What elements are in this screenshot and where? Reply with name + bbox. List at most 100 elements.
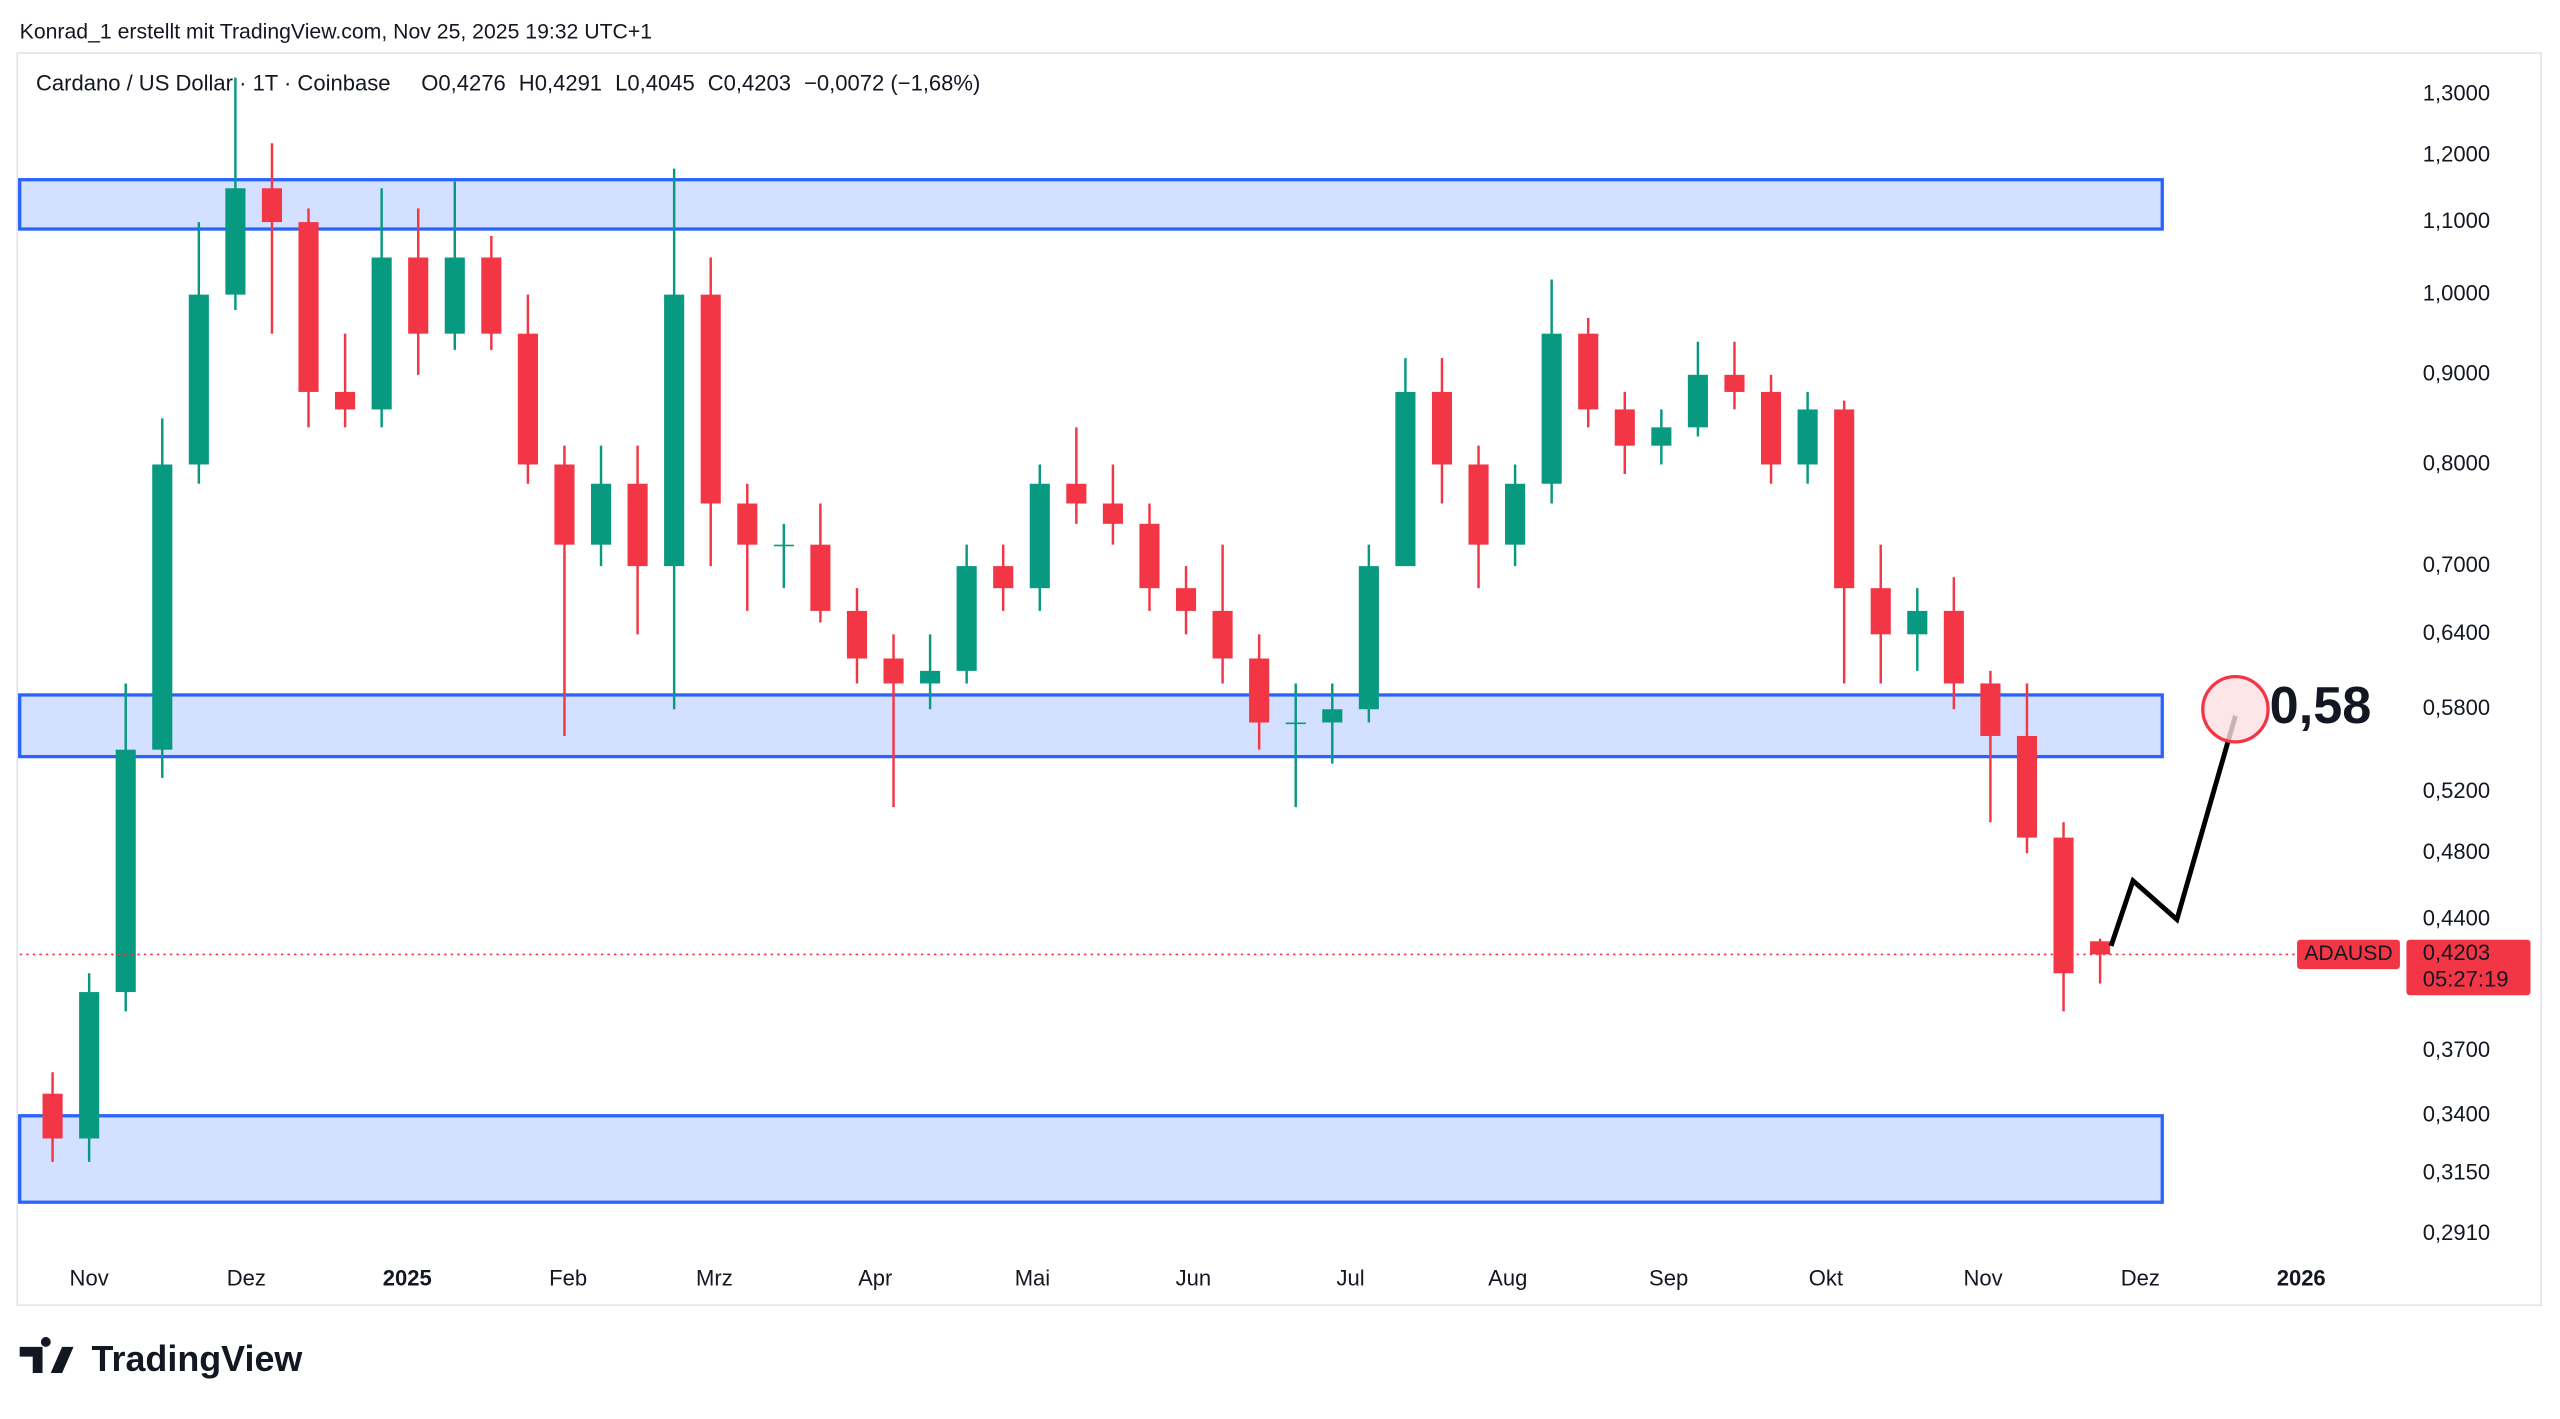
candle-body (261, 188, 283, 223)
candle-body (1797, 409, 1818, 465)
y-tick-label: 0,4800 (2423, 839, 2490, 864)
ohlc-value: −0,0072 (−1,68%) (804, 71, 980, 96)
candle-body (920, 670, 941, 684)
zone (18, 693, 2164, 759)
x-tick-label: Apr (858, 1266, 892, 1291)
candle-body (2090, 941, 2111, 955)
y-tick-label: 1,1000 (2423, 208, 2490, 233)
x-tick-label: Jun (1176, 1266, 1211, 1291)
candle-body (1614, 409, 1635, 446)
candle-body (1943, 610, 1964, 684)
y-tick-label: 0,5200 (2423, 778, 2490, 803)
candle-body (956, 566, 977, 671)
candle-body (1175, 588, 1197, 611)
ohlc-label: C (708, 71, 724, 96)
candle-body (1578, 333, 1599, 410)
y-tick-label: 0,3400 (2423, 1102, 2490, 1127)
ohlc-label: O (421, 71, 438, 96)
candle-body (737, 503, 758, 545)
ohlc-label: H (519, 71, 535, 96)
candle-body (1066, 483, 1087, 504)
logo-icon (19, 1337, 74, 1373)
price-tag-countdown: 05:27:19 (2423, 966, 2509, 991)
candle-body (298, 222, 319, 392)
candle-body (444, 257, 465, 334)
plot (18, 77, 2407, 1262)
y-tick-label: 0,6400 (2423, 620, 2490, 645)
candle-body (408, 257, 429, 334)
ohlc-value: 0,4203 (724, 71, 791, 96)
price-tag (2406, 939, 2531, 996)
candle-body (1980, 683, 2001, 736)
ohlc-header: O 0,4276 H 0,4291 L 0,4045 C 0,4203 −0,0072 (−1,… (421, 71, 980, 96)
candle-body (993, 566, 1014, 589)
price-tag-value: 0,4203 (2423, 940, 2490, 965)
candle-body (1139, 523, 1160, 589)
candle-body (481, 257, 502, 334)
target-label: 0,58 (2270, 677, 2372, 735)
candle-body (517, 333, 538, 465)
x-tick-label: 2026 (2277, 1266, 2326, 1291)
candle-body (1102, 503, 1123, 524)
x-tick-label: Okt (1809, 1266, 1843, 1291)
candle-body (1505, 483, 1526, 545)
ohlc-value: 0,4291 (535, 71, 602, 96)
candle-body (1870, 588, 1891, 635)
candle-body (115, 749, 136, 993)
candle-body (664, 294, 685, 567)
chart-frame (16, 52, 2542, 1307)
x-tick-label: Feb (549, 1266, 587, 1291)
ohlc-value: 0,4276 (438, 71, 505, 96)
candle-body (1249, 658, 1270, 723)
candle-body (554, 464, 575, 545)
y-tick-label: 0,8000 (2423, 450, 2490, 475)
y-tick-label: 0,3150 (2423, 1160, 2490, 1185)
y-tick-label: 0,4400 (2423, 905, 2490, 930)
y-tick-label: 0,5800 (2423, 695, 2490, 720)
zone (18, 178, 2164, 231)
x-tick-label: Mrz (696, 1266, 733, 1291)
candle-body (2016, 735, 2038, 838)
candle-body (700, 294, 721, 504)
x-tick-label: Nov (1964, 1266, 2003, 1291)
candle-body (1029, 483, 1050, 589)
chart-title: Cardano / US Dollar · 1T · Coinbase (36, 71, 390, 96)
y-tick-label: 0,3700 (2423, 1037, 2490, 1062)
logo-text: TradingView (92, 1338, 303, 1379)
target-marker (2201, 674, 2270, 744)
candle-body (1285, 722, 1306, 725)
ohlc-value: 0,4045 (627, 71, 694, 96)
attribution: Konrad_1 erstellt mit TradingView.com, N… (20, 20, 652, 43)
footer-logo: TradingView (19, 1337, 303, 1379)
x-tick-label: Dez (227, 1266, 266, 1291)
candle-body (1468, 464, 1489, 545)
candle-body (590, 483, 612, 545)
y-tick-label: 0,2910 (2423, 1220, 2490, 1245)
candle-body (1395, 391, 1416, 567)
candle-body (1541, 333, 1562, 484)
x-tick-label: Aug (1488, 1266, 1527, 1291)
candle-body (371, 257, 392, 410)
x-tick-label: 2025 (383, 1266, 432, 1291)
candle-body (1834, 409, 1855, 589)
zone (18, 1114, 2164, 1204)
candle-body (188, 294, 209, 465)
candle-body (883, 658, 904, 684)
candle-body (79, 992, 100, 1139)
candle-body (810, 544, 831, 611)
candle-body (1907, 610, 1928, 635)
x-tick-label: Dez (2121, 1266, 2160, 1291)
x-tick-label: Nov (70, 1266, 109, 1291)
ohlc-label: L (615, 71, 627, 96)
candle-body (1760, 391, 1782, 465)
y-tick-label: 1,0000 (2423, 280, 2490, 305)
candle-body (335, 391, 356, 410)
candle-body (42, 1093, 63, 1139)
candle-body (627, 483, 648, 567)
y-tick-label: 1,3000 (2423, 81, 2490, 106)
y-tick-label: 0,9000 (2423, 361, 2490, 386)
candle-body (152, 464, 173, 750)
candle-body (1322, 709, 1343, 723)
